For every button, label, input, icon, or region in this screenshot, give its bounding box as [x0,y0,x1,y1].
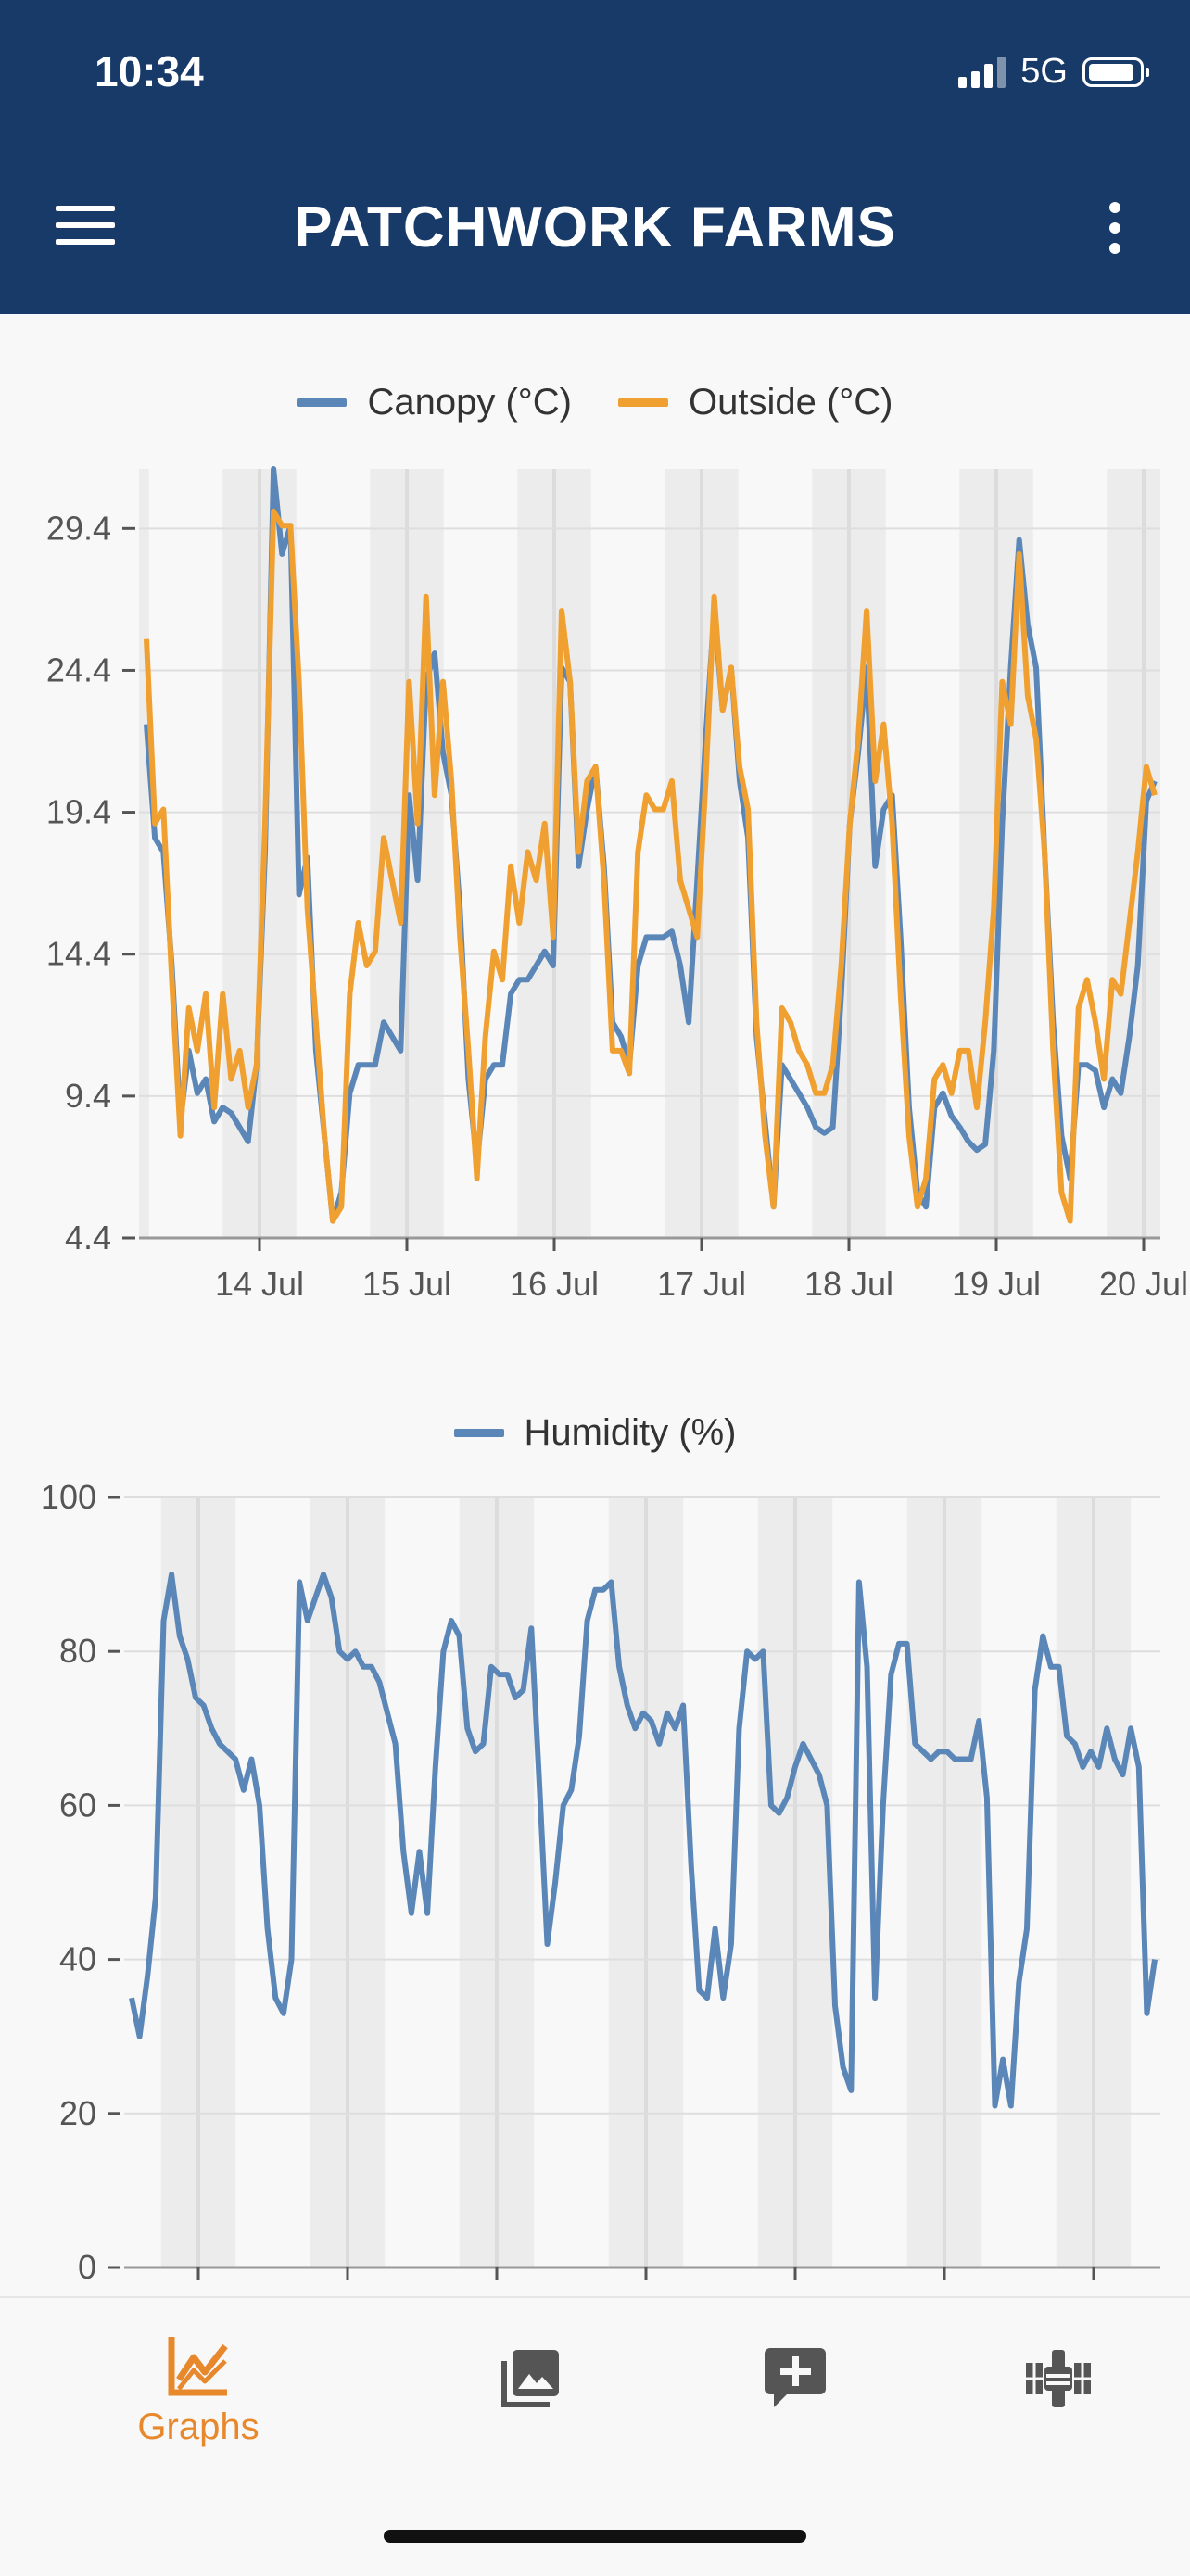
y-tick-label: 4.4 [65,1219,111,1256]
status-time: 10:34 [95,46,204,96]
y-tick-label: 9.4 [65,1077,111,1115]
x-tick-label: 14 Jul [215,1265,304,1303]
y-tick-label: 0 [78,2248,96,2286]
nav-item-photos[interactable] [428,2346,632,2416]
more-options-button[interactable] [1101,202,1129,258]
y-tick-label: 40 [59,1940,96,1978]
x-tick-label: 20 Jul [1099,1265,1188,1303]
y-tick-label: 20 [59,2094,96,2132]
page-title: PATCHWORK FARMS [0,195,1190,260]
add-comment-icon [763,2344,828,2411]
battery-icon [1082,57,1144,87]
nav-item-satellite[interactable] [956,2346,1160,2416]
home-indicator [384,2530,806,2543]
app-bar: 10:34 5G PATCHWORK FARMS [0,0,1190,314]
x-tick-label: 17 Jul [657,1265,746,1303]
status-icons: 5G [958,52,1144,92]
nav-label-graphs: Graphs [96,2406,300,2448]
satellite-icon [1024,2346,1093,2411]
y-tick-label: 24.4 [46,650,111,688]
y-tick-label: 80 [59,1632,96,1670]
photo-icon [498,2346,563,2411]
graph-icon [166,2333,231,2398]
y-tick-label: 14.4 [46,935,111,973]
x-tick-label: 19 Jul [952,1265,1041,1303]
y-tick-label: 19.4 [46,793,111,831]
night-band [139,469,149,1238]
nav-item-graphs[interactable]: Graphs [96,2333,300,2448]
x-tick-label: 18 Jul [804,1265,893,1303]
night-band [1107,469,1160,1238]
y-tick-label: 100 [41,1478,96,1516]
nav-item-comments[interactable] [693,2344,897,2416]
y-tick-label: 29.4 [46,509,111,547]
x-tick-label: 15 Jul [362,1265,451,1303]
temperature-plot: 4.4 9.4 14.4 19.4 24.4 29.4 14 Jul 15 Jul 16 Jul… [0,334,1190,1325]
signal-icon [958,57,1006,88]
network-label: 5G [1020,52,1068,92]
x-tick-label: 16 Jul [510,1265,599,1303]
y-tick-label: 60 [59,1786,96,1824]
